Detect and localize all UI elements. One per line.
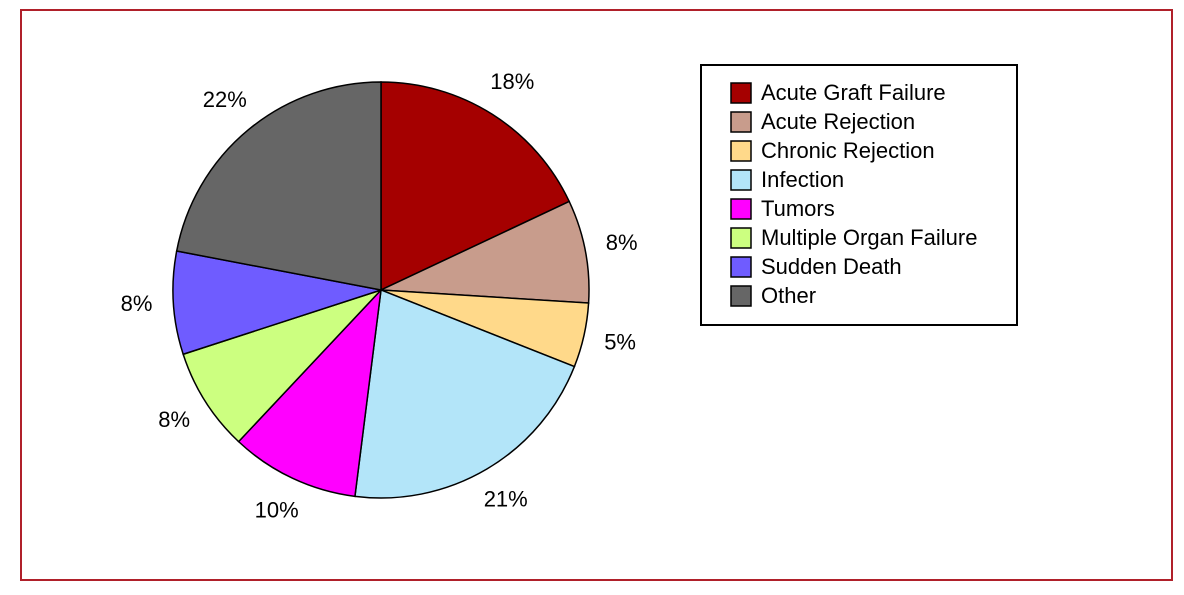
- legend-swatch: [730, 227, 752, 249]
- slice-label: 18%: [490, 69, 534, 94]
- slice-label: 5%: [604, 329, 636, 354]
- legend-swatch: [730, 111, 752, 133]
- slice-label: 8%: [121, 291, 153, 316]
- legend-label: Acute Graft Failure: [761, 80, 946, 105]
- pie-slice: [175, 81, 382, 291]
- legend-label: Tumors: [761, 196, 835, 221]
- slice-label: 10%: [255, 497, 299, 522]
- slice-label: 8%: [158, 407, 190, 432]
- legend-box: [700, 64, 1018, 326]
- legend-swatch: [730, 82, 752, 104]
- pie-slice: [172, 250, 382, 356]
- pie-slice: [237, 287, 383, 498]
- legend-swatch: [730, 256, 752, 278]
- legend-swatch: [730, 198, 752, 220]
- legend-label: Sudden Death: [761, 254, 902, 279]
- pie-slice: [354, 288, 576, 499]
- pie-slice: [380, 200, 590, 304]
- slice-label: 21%: [484, 487, 528, 512]
- slice-label: 8%: [606, 230, 638, 255]
- legend-label: Acute Rejection: [761, 109, 915, 134]
- legend-swatch: [730, 169, 752, 191]
- legend-label: Chronic Rejection: [761, 138, 935, 163]
- legend-swatch: [730, 285, 752, 307]
- legend-swatch: [730, 140, 752, 162]
- legend-label: Other: [761, 283, 816, 308]
- legend-label: Multiple Organ Failure: [761, 225, 977, 250]
- pie-slice: [182, 289, 382, 443]
- legend-label: Infection: [761, 167, 844, 192]
- pie-slice: [380, 81, 571, 292]
- slice-label: 22%: [203, 87, 247, 112]
